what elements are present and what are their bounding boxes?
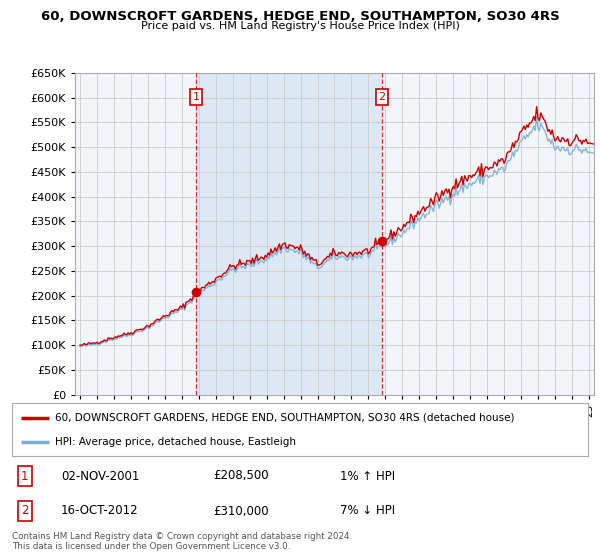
Text: 1: 1	[21, 469, 28, 483]
Text: 60, DOWNSCROFT GARDENS, HEDGE END, SOUTHAMPTON, SO30 4RS (detached house): 60, DOWNSCROFT GARDENS, HEDGE END, SOUTH…	[55, 413, 515, 423]
Bar	[196, 73, 382, 395]
Text: 2: 2	[378, 92, 385, 102]
Text: HPI: Average price, detached house, Eastleigh: HPI: Average price, detached house, East…	[55, 437, 296, 447]
Text: 60, DOWNSCROFT GARDENS, HEDGE END, SOUTHAMPTON, SO30 4RS: 60, DOWNSCROFT GARDENS, HEDGE END, SOUTH…	[41, 10, 559, 23]
Text: 1% ↑ HPI: 1% ↑ HPI	[340, 469, 395, 483]
Text: 02-NOV-2001: 02-NOV-2001	[61, 469, 139, 483]
Text: Contains HM Land Registry data © Crown copyright and database right 2024.
This d: Contains HM Land Registry data © Crown c…	[12, 532, 352, 552]
Text: 1: 1	[193, 92, 199, 102]
Text: 7% ↓ HPI: 7% ↓ HPI	[340, 505, 395, 517]
Text: 16-OCT-2012: 16-OCT-2012	[61, 505, 139, 517]
Text: Price paid vs. HM Land Registry's House Price Index (HPI): Price paid vs. HM Land Registry's House …	[140, 21, 460, 31]
Text: £310,000: £310,000	[214, 505, 269, 517]
Text: 2: 2	[21, 505, 28, 517]
Text: £208,500: £208,500	[214, 469, 269, 483]
